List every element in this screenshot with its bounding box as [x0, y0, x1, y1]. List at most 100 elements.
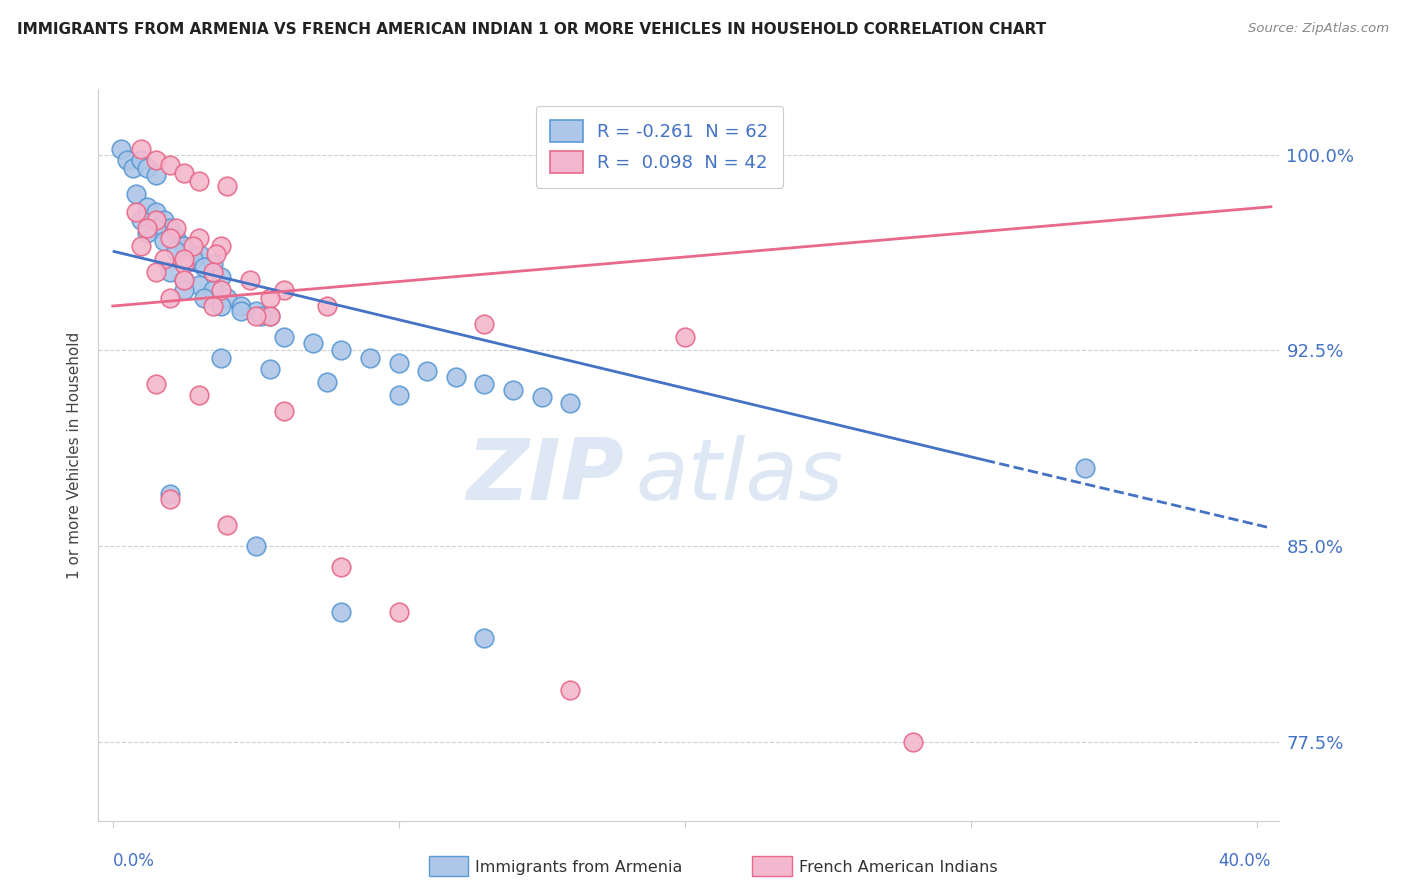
Point — [165, 244, 187, 259]
Point — [145, 205, 167, 219]
Point — [359, 351, 381, 366]
Point — [502, 383, 524, 397]
Point — [159, 291, 181, 305]
Point — [201, 299, 224, 313]
Point — [673, 330, 696, 344]
Point — [530, 391, 553, 405]
Point — [273, 284, 295, 298]
Point — [330, 560, 353, 574]
Point — [217, 291, 239, 305]
Point — [173, 166, 195, 180]
Point — [245, 304, 267, 318]
Text: ZIP: ZIP — [467, 435, 624, 518]
Point — [388, 388, 411, 402]
Text: 0.0%: 0.0% — [112, 852, 155, 870]
Point — [231, 304, 253, 318]
Point — [145, 377, 167, 392]
Point — [259, 310, 281, 324]
Point — [115, 153, 138, 167]
Text: atlas: atlas — [636, 435, 844, 518]
Point — [273, 330, 295, 344]
Point — [388, 356, 411, 370]
Point — [136, 220, 159, 235]
Point — [209, 239, 232, 253]
Point — [201, 265, 224, 279]
Point — [153, 212, 176, 227]
Point — [145, 169, 167, 183]
Point — [121, 161, 143, 175]
Point — [159, 231, 181, 245]
Point — [302, 335, 325, 350]
Point — [159, 231, 181, 245]
Point — [416, 364, 439, 378]
Point — [173, 284, 195, 298]
Point — [250, 310, 273, 324]
Point — [136, 161, 159, 175]
Point — [316, 375, 339, 389]
Point — [209, 299, 232, 313]
Point — [181, 239, 204, 253]
Legend: R = -0.261  N = 62, R =  0.098  N = 42: R = -0.261 N = 62, R = 0.098 N = 42 — [536, 105, 783, 187]
Point — [330, 605, 353, 619]
Point — [474, 318, 496, 332]
Point — [187, 278, 209, 293]
Point — [159, 158, 181, 172]
Point — [173, 239, 195, 253]
Point — [217, 518, 239, 533]
Point — [316, 299, 339, 313]
Point — [187, 174, 209, 188]
Point — [165, 220, 187, 235]
Point — [187, 246, 209, 260]
Point — [153, 252, 176, 266]
Point — [131, 153, 153, 167]
Point — [201, 257, 224, 271]
Point — [273, 403, 295, 417]
Point — [259, 310, 281, 324]
Text: French American Indians: French American Indians — [799, 860, 997, 874]
Point — [217, 178, 239, 193]
Point — [131, 142, 153, 156]
Point — [145, 153, 167, 167]
Point — [560, 683, 582, 698]
Point — [444, 369, 467, 384]
Point — [153, 234, 176, 248]
Point — [193, 291, 215, 305]
Point — [474, 631, 496, 645]
Point — [239, 273, 262, 287]
Point — [259, 291, 281, 305]
Text: IMMIGRANTS FROM ARMENIA VS FRENCH AMERICAN INDIAN 1 OR MORE VEHICLES IN HOUSEHOL: IMMIGRANTS FROM ARMENIA VS FRENCH AMERIC… — [17, 22, 1046, 37]
Point — [330, 343, 353, 358]
Point — [159, 220, 181, 235]
Point — [187, 388, 209, 402]
Text: Source: ZipAtlas.com: Source: ZipAtlas.com — [1249, 22, 1389, 36]
Point — [1074, 461, 1097, 475]
Point — [181, 252, 204, 266]
Point — [245, 310, 267, 324]
Point — [474, 377, 496, 392]
Point — [110, 142, 132, 156]
Point — [173, 273, 195, 287]
Point — [201, 284, 224, 298]
Point — [136, 200, 159, 214]
Point — [231, 299, 253, 313]
Text: Immigrants from Armenia: Immigrants from Armenia — [475, 860, 682, 874]
Text: 40.0%: 40.0% — [1219, 852, 1271, 870]
Point — [173, 273, 195, 287]
Point — [560, 395, 582, 409]
Point — [204, 246, 226, 260]
Point — [131, 239, 153, 253]
Point — [245, 539, 267, 553]
Point — [388, 605, 411, 619]
Point — [173, 252, 195, 266]
Point — [173, 239, 195, 253]
Y-axis label: 1 or more Vehicles in Household: 1 or more Vehicles in Household — [67, 331, 83, 579]
Point — [187, 231, 209, 245]
Point — [209, 270, 232, 285]
Point — [209, 351, 232, 366]
Point — [124, 186, 146, 201]
Point — [124, 205, 146, 219]
Point — [136, 226, 159, 240]
Point — [259, 361, 281, 376]
Point — [145, 212, 167, 227]
Point — [209, 284, 232, 298]
